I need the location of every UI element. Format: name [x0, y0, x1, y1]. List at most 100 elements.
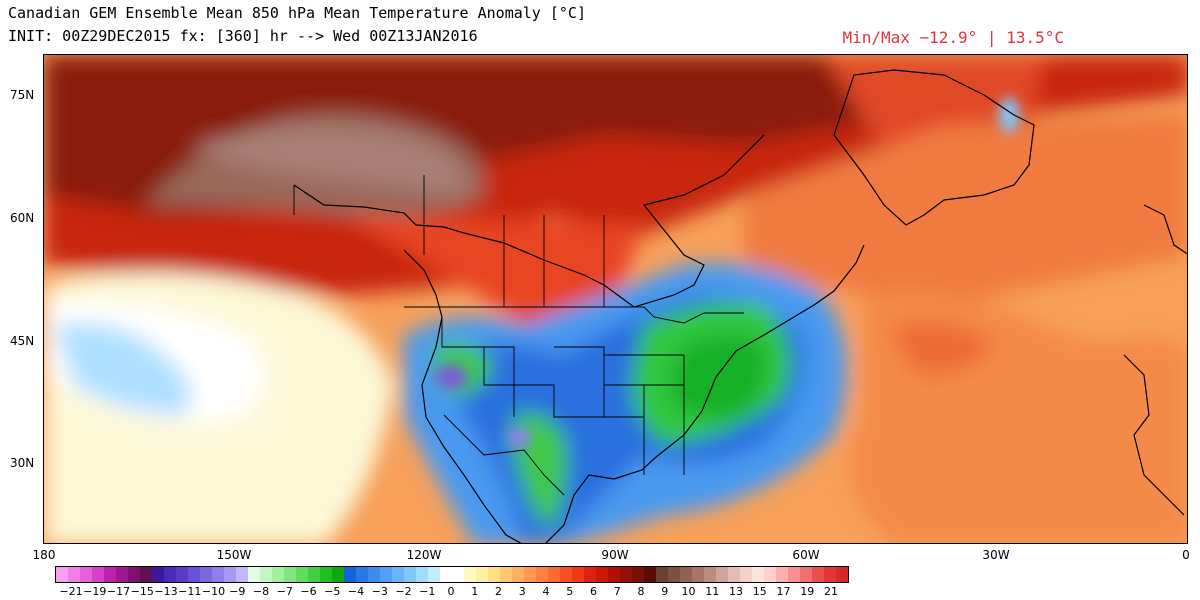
- colorbar-tick-label: −6: [300, 585, 317, 598]
- colorbar-swatch: [212, 567, 224, 582]
- colorbar-tick-label: 10: [681, 585, 696, 598]
- colorbar-swatch: [320, 567, 332, 582]
- colorbar-swatch: [284, 567, 296, 582]
- colorbar-swatch: [248, 567, 260, 582]
- colorbar-swatch: [80, 567, 92, 582]
- colorbar-swatch: [620, 567, 632, 582]
- colorbar-swatch: [668, 567, 680, 582]
- colorbar-tick-label: 19: [800, 585, 815, 598]
- colorbar-swatch: [596, 567, 608, 582]
- colorbar-swatch: [56, 567, 68, 582]
- lon-label-90w: 90W: [601, 548, 629, 562]
- colorbar-swatch: [476, 567, 488, 582]
- colorbar-tick-label: −7: [276, 585, 293, 598]
- lon-label-60w: 60W: [792, 548, 820, 562]
- colorbar-swatch: [224, 567, 236, 582]
- colorbar-tick-label: 13: [729, 585, 743, 598]
- colorbar-tick-label: −21: [59, 585, 83, 598]
- colorbar-tick-label: 7: [613, 585, 621, 598]
- colorbar-tick-label: −1: [419, 585, 436, 598]
- colorbar-swatch: [764, 567, 776, 582]
- colorbar: [55, 566, 849, 583]
- colorbar-tick-label: −15: [130, 585, 154, 598]
- map-title: Canadian GEM Ensemble Mean 850 hPa Mean …: [8, 4, 586, 22]
- colorbar-swatch: [176, 567, 188, 582]
- colorbar-tick-label: −8: [252, 585, 270, 598]
- colorbar-swatch: [200, 567, 212, 582]
- political-borders: [293, 175, 744, 496]
- colorbar-swatch: [344, 567, 356, 582]
- colorbar-tick-label: 15: [752, 585, 767, 598]
- colorbar-swatch: [140, 567, 152, 582]
- colorbar-swatch: [824, 567, 836, 582]
- colorbar-swatch: [608, 567, 620, 582]
- colorbar-swatch: [644, 567, 656, 582]
- colorbar-swatch: [428, 567, 440, 582]
- colorbar-swatch: [68, 567, 80, 582]
- colorbar-swatch: [692, 567, 704, 582]
- colorbar-tick-label: 6: [590, 585, 597, 598]
- colorbar-swatch: [728, 567, 740, 582]
- colorbar-swatch: [524, 567, 536, 582]
- colorbar-swatch: [464, 567, 476, 582]
- colorbar-swatch: [812, 567, 824, 582]
- coastlines: [293, 69, 1187, 543]
- colorbar-tick-label: 17: [776, 585, 791, 598]
- colorbar-swatch: [500, 567, 512, 582]
- colorbar-swatch: [92, 567, 104, 582]
- colorbar-tick-label: −19: [83, 585, 107, 598]
- colorbar-tick-label: −10: [201, 585, 226, 598]
- lat-label-60n: 60N: [10, 211, 35, 225]
- colorbar-swatch: [704, 567, 716, 582]
- lat-label-75n: 75N: [10, 88, 35, 102]
- colorbar-swatch: [788, 567, 800, 582]
- colorbar-swatch: [716, 567, 728, 582]
- colorbar-tick-label: 3: [518, 585, 526, 598]
- lon-label-30w: 30W: [982, 548, 1010, 562]
- colorbar-swatch: [740, 567, 752, 582]
- colorbar-swatch: [512, 567, 524, 582]
- colorbar-tick-label: 5: [566, 585, 574, 598]
- colorbar-tick-label: −2: [395, 585, 412, 598]
- lon-label-0: 0: [1182, 548, 1190, 562]
- colorbar-swatch: [332, 567, 344, 582]
- colorbar-swatch: [800, 567, 812, 582]
- colorbar-swatch: [632, 567, 644, 582]
- min-max-readout: Min/Max −12.9° | 13.5°C: [842, 28, 1064, 47]
- colorbar-tick-label: 2: [495, 585, 502, 598]
- colorbar-swatch: [440, 567, 452, 582]
- colorbar-tick-label: 21: [824, 585, 838, 598]
- colorbar-tick-label: −4: [347, 585, 365, 598]
- colorbar-swatch: [392, 567, 404, 582]
- colorbar-swatch: [380, 567, 392, 582]
- colorbar-tick-label: 1: [471, 585, 479, 598]
- colorbar-swatch: [356, 567, 368, 582]
- colorbar-swatch: [152, 567, 164, 582]
- colorbar-tick-label: 8: [637, 585, 645, 598]
- colorbar-swatch: [296, 567, 308, 582]
- colorbar-tick-label: −11: [178, 585, 202, 598]
- colorbar-swatch: [548, 567, 560, 582]
- init-time-line: INIT: 00Z29DEC2015 fx: [360] hr --> Wed …: [8, 27, 478, 45]
- colorbar-swatch: [680, 567, 692, 582]
- lat-label-45n: 45N: [10, 334, 35, 348]
- colorbar-swatch: [656, 567, 668, 582]
- colorbar-swatch: [488, 567, 500, 582]
- colorbar-swatch: [836, 567, 848, 582]
- anomaly-minima: [435, 97, 1019, 448]
- colorbar-tick-label: −3: [371, 585, 388, 598]
- colorbar-tick-label: −13: [154, 585, 178, 598]
- colorbar-swatch: [584, 567, 596, 582]
- colorbar-tick-label: 9: [661, 585, 669, 598]
- colorbar-tick-label: 4: [542, 585, 550, 598]
- colorbar-swatch: [104, 567, 116, 582]
- colorbar-swatch: [164, 567, 176, 582]
- colorbar-swatch: [236, 567, 248, 582]
- colorbar-swatch: [560, 567, 572, 582]
- colorbar-swatch: [404, 567, 416, 582]
- map-canvas: [44, 55, 1187, 543]
- colorbar-swatch: [272, 567, 284, 582]
- colorbar-swatch: [368, 567, 380, 582]
- colorbar-tick-label: 11: [705, 585, 720, 598]
- colorbar-swatch: [260, 567, 272, 582]
